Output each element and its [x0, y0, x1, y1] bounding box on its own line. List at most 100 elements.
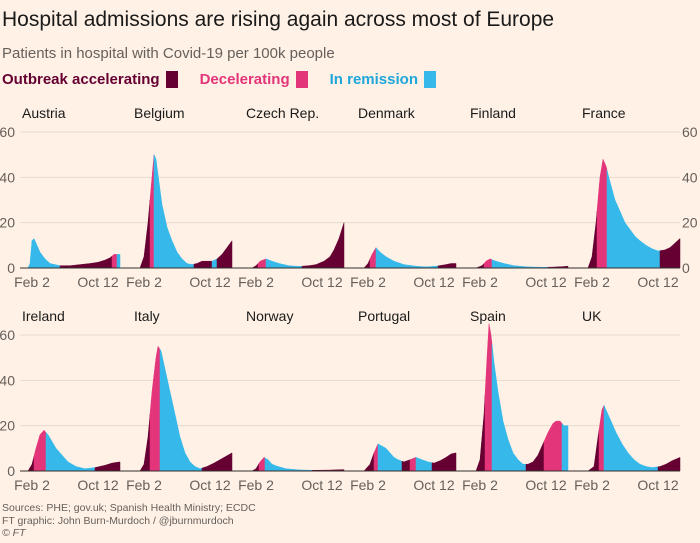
area-segment: [31, 238, 51, 269]
y-tick-label-right: 0: [682, 260, 690, 276]
area-segment: [193, 260, 213, 269]
panel-title-denmark: Denmark: [358, 105, 416, 121]
area-segment: [659, 237, 681, 269]
area-segment: [33, 429, 47, 472]
legend-label-accelerating: Outbreak accelerating: [2, 70, 160, 88]
panel-title-italy: Italy: [134, 308, 160, 324]
x-tick-label: Feb 2: [574, 274, 610, 290]
y-tick-label-right: 40: [682, 169, 698, 185]
x-tick-label: Feb 2: [350, 274, 386, 290]
x-tick-label: Oct 12: [189, 274, 230, 290]
area-segment: [301, 222, 345, 269]
panel-title-norway: Norway: [246, 308, 293, 324]
panel-title-uk: UK: [582, 308, 602, 324]
area-segment: [657, 457, 681, 472]
legend-item-decelerating: Decelerating: [200, 70, 308, 88]
area-segment: [475, 395, 486, 472]
area-segment: [265, 258, 303, 269]
area-segment: [369, 246, 377, 269]
legend-item-remission: In remission: [329, 70, 436, 88]
area-segment: [139, 199, 151, 269]
legend: Outbreak accelerating Decelerating In re…: [2, 68, 458, 90]
y-tick-label-left: 60: [0, 327, 15, 343]
panel-title-finland: Finland: [470, 105, 516, 121]
panel-title-ireland: Ireland: [22, 308, 65, 324]
area-segment: [415, 457, 433, 472]
area-segment: [491, 259, 549, 269]
legend-swatch-remission: [423, 70, 436, 88]
area-segment: [139, 414, 151, 472]
area-segment: [45, 431, 96, 472]
area-segment: [49, 263, 61, 269]
area-segment: [375, 246, 439, 269]
x-tick-label: Oct 12: [413, 477, 454, 493]
footer-copyright: © FT: [2, 527, 26, 539]
area-segment: [483, 258, 493, 269]
x-tick-label: Oct 12: [637, 477, 678, 493]
y-tick-label-left: 0: [7, 463, 15, 479]
area-segment: [149, 345, 161, 472]
area-segment: [484, 323, 493, 472]
area-segment: [27, 240, 33, 269]
area-segment: [491, 344, 527, 472]
area-segment: [603, 405, 659, 472]
panel-title-austria: Austria: [22, 105, 66, 121]
x-tick-label: Feb 2: [350, 477, 386, 493]
area-segment: [116, 254, 121, 269]
legend-label-remission: In remission: [329, 70, 418, 88]
area-segment: [587, 430, 600, 472]
area-segment: [257, 258, 267, 269]
area-segment: [431, 452, 457, 472]
area-segment: [27, 456, 35, 472]
footer: Sources: PHE; gov.uk; Spanish Health Min…: [2, 502, 256, 540]
area-segment: [251, 462, 260, 472]
y-tick-label-left: 40: [0, 372, 15, 388]
x-tick-label: Feb 2: [238, 477, 274, 493]
area-segment: [159, 348, 203, 472]
y-tick-label-left: 20: [0, 418, 15, 434]
area-segment: [216, 240, 233, 269]
panel-title-belgium: Belgium: [134, 105, 185, 121]
y-tick-label-right: 60: [682, 124, 698, 140]
x-tick-label: Oct 12: [525, 274, 566, 290]
x-tick-label: Feb 2: [462, 477, 498, 493]
area-segment: [561, 422, 569, 472]
y-tick-label-left: 60: [0, 124, 15, 140]
x-tick-label: Oct 12: [525, 477, 566, 493]
area-segment: [596, 158, 608, 269]
x-tick-label: Oct 12: [301, 477, 342, 493]
y-tick-label-left: 40: [0, 169, 15, 185]
area-segment: [149, 154, 155, 269]
y-tick-label-left: 0: [7, 260, 15, 276]
area-segment: [363, 258, 371, 269]
area-segment: [409, 457, 417, 472]
area-segment: [258, 457, 266, 472]
panel-title-portugal: Portugal: [358, 308, 410, 324]
area-segment: [475, 262, 485, 269]
x-tick-label: Feb 2: [238, 274, 274, 290]
panel-title-france: France: [582, 105, 626, 121]
legend-item-accelerating: Outbreak accelerating: [2, 70, 178, 88]
area-segment: [211, 258, 218, 269]
x-tick-label: Oct 12: [77, 477, 118, 493]
x-tick-label: Feb 2: [14, 274, 50, 290]
area-segment: [587, 211, 598, 269]
x-tick-label: Feb 2: [462, 274, 498, 290]
area-segment: [543, 420, 563, 472]
area-segment: [59, 255, 113, 269]
area-segment: [201, 452, 233, 472]
area-segment: [153, 154, 195, 269]
x-tick-label: Feb 2: [574, 477, 610, 493]
area-segment: [251, 262, 259, 269]
x-tick-label: Feb 2: [126, 274, 162, 290]
area-segment: [598, 405, 605, 472]
area-segment: [111, 254, 118, 269]
x-tick-label: Oct 12: [189, 477, 230, 493]
chart-title: Hospital admissions are rising again acr…: [2, 8, 555, 31]
panel-title-spain: Spain: [470, 308, 506, 324]
area-segment: [363, 452, 375, 472]
area-segment: [525, 441, 545, 472]
area-segment: [373, 443, 379, 472]
x-tick-label: Oct 12: [77, 274, 118, 290]
x-tick-label: Feb 2: [14, 477, 50, 493]
